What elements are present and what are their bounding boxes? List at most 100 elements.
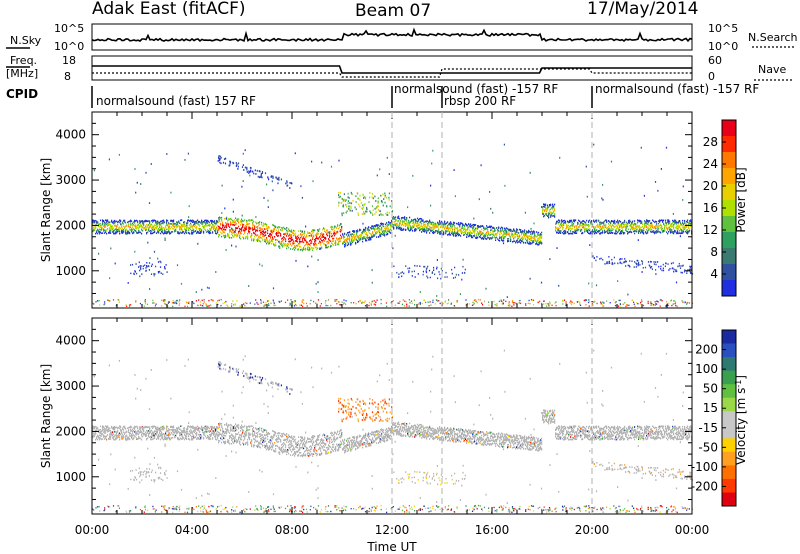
power-cell xyxy=(584,231,586,233)
power-cell xyxy=(218,229,220,231)
power-cell xyxy=(622,229,624,231)
power-cell xyxy=(634,232,636,235)
power-cell xyxy=(179,222,181,224)
power-cell xyxy=(378,214,380,216)
power-cell xyxy=(688,230,690,233)
power-cell xyxy=(206,221,208,223)
power-cell xyxy=(382,231,384,233)
power-cell xyxy=(253,228,255,231)
power-cell xyxy=(599,230,601,232)
power-cell xyxy=(292,243,294,245)
power-cell xyxy=(435,226,437,228)
power-cell xyxy=(357,229,359,232)
power-cell xyxy=(558,229,560,231)
power-cell xyxy=(195,300,197,302)
power-cell xyxy=(157,226,159,228)
power-cell xyxy=(463,224,465,226)
power-cell xyxy=(408,270,410,272)
power-cell xyxy=(353,235,355,237)
power-cell xyxy=(532,237,534,239)
power-cell xyxy=(95,301,97,303)
power-cell xyxy=(322,234,324,237)
power-cell xyxy=(114,219,116,222)
power-cell xyxy=(482,225,484,227)
power-cell xyxy=(335,240,337,242)
power-cell xyxy=(461,231,463,233)
power-cell xyxy=(603,224,605,227)
power-cell xyxy=(534,232,536,235)
power-cell xyxy=(587,228,589,231)
power-cell xyxy=(247,232,249,235)
power-cell xyxy=(348,208,350,210)
power-cell xyxy=(666,231,668,233)
power-cell xyxy=(585,229,587,232)
power-cell xyxy=(621,258,623,260)
power-cell xyxy=(255,229,257,231)
power-cell xyxy=(599,258,601,260)
power-cell xyxy=(576,232,578,234)
power-cell xyxy=(299,246,301,248)
power-cell xyxy=(638,219,640,222)
power-cell xyxy=(555,226,557,228)
power-cell xyxy=(580,228,582,231)
power-cell xyxy=(287,233,289,235)
power-cell xyxy=(413,222,415,225)
power-cell xyxy=(675,219,677,222)
power-cell xyxy=(534,238,536,240)
power-cell xyxy=(288,246,290,249)
power-cell xyxy=(363,228,365,231)
power-cell xyxy=(597,226,599,228)
power-cell xyxy=(540,239,542,242)
power-cell xyxy=(382,233,384,236)
power-cell xyxy=(475,229,477,232)
power-cell xyxy=(374,229,376,232)
power-cell xyxy=(323,239,325,241)
power-cell xyxy=(346,205,348,208)
power-cell xyxy=(488,304,490,306)
power-cell xyxy=(525,241,527,244)
power-cell xyxy=(282,246,284,248)
power-cell xyxy=(386,205,388,208)
power-cell xyxy=(294,242,296,244)
power-cell xyxy=(606,221,608,224)
power-cell xyxy=(366,232,368,234)
power-cell xyxy=(504,232,506,234)
power-cell xyxy=(511,234,513,237)
power-cell xyxy=(290,234,292,236)
power-cell xyxy=(538,241,540,244)
power-cell xyxy=(358,240,360,243)
power-cell xyxy=(337,230,339,233)
power-cell xyxy=(125,225,127,228)
power-cell xyxy=(545,213,547,215)
power-cell xyxy=(145,229,147,232)
power-cell xyxy=(406,217,408,219)
power-cell xyxy=(177,223,179,225)
power-cell xyxy=(677,229,679,232)
power-cell xyxy=(563,230,565,233)
power-cell xyxy=(419,227,421,230)
power-cell xyxy=(369,229,371,232)
power-cell xyxy=(138,230,140,232)
power-cell xyxy=(551,212,553,214)
power-cell xyxy=(470,223,472,225)
power-cell xyxy=(566,226,568,229)
power-cell xyxy=(142,229,144,232)
power-cell xyxy=(566,224,568,226)
power-cell xyxy=(626,221,628,224)
power-cell xyxy=(681,229,683,231)
power-cell xyxy=(280,229,282,231)
power-cell xyxy=(624,260,627,262)
power-cell xyxy=(329,236,331,238)
power-cell xyxy=(391,229,393,232)
power-cell xyxy=(333,240,335,242)
power-cell xyxy=(181,224,183,226)
power-cell xyxy=(477,232,479,234)
power-cell xyxy=(267,228,269,230)
power-cell xyxy=(332,240,334,243)
power-cell xyxy=(434,223,436,225)
power-cell xyxy=(603,221,605,224)
power-cell xyxy=(208,224,210,227)
power-cell xyxy=(688,302,690,304)
power-cell xyxy=(473,230,475,233)
power-cell xyxy=(430,226,432,229)
